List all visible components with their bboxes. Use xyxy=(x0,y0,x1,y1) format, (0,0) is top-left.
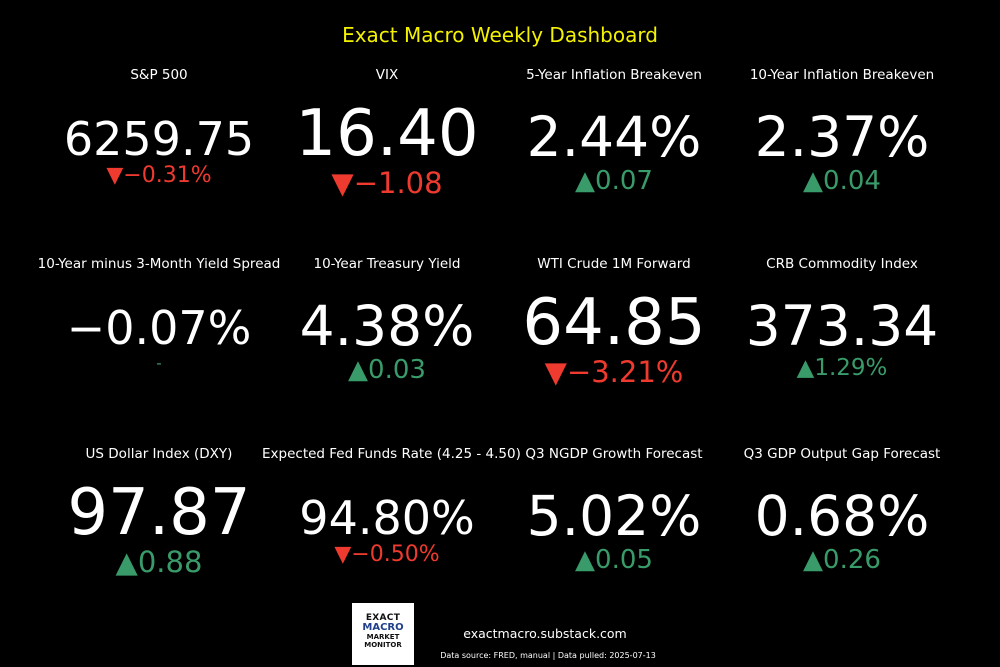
tile-value: −0.07% xyxy=(66,301,252,355)
tile-value: 4.38% xyxy=(299,294,475,358)
change-value: 0.03 xyxy=(368,355,426,385)
tile-change: ▲0.04 xyxy=(717,168,967,194)
tile-change: ▼−3.21% xyxy=(489,358,739,387)
up-arrow-icon: ▲ xyxy=(575,166,596,196)
change-value: −0.31% xyxy=(123,163,212,188)
tile-label: US Dollar Index (DXY) xyxy=(85,446,233,462)
tile-value: 5.02% xyxy=(526,484,702,548)
logo-line: EXACT xyxy=(365,613,401,623)
tile-change: ▼−0.50% xyxy=(262,544,512,566)
up-arrow-icon: ▲ xyxy=(803,545,824,575)
tile-change: ▲0.26 xyxy=(717,547,967,573)
dashboard-title: Exact Macro Weekly Dashboard xyxy=(342,23,658,47)
tile-value: 2.44% xyxy=(526,105,702,169)
down-arrow-icon: ▼ xyxy=(334,542,352,567)
change-value: 0.07 xyxy=(595,166,653,196)
tile-label: VIX xyxy=(375,67,399,83)
tile-label: Q3 NGDP Growth Forecast xyxy=(525,446,703,462)
tile-value: 6259.75 xyxy=(63,112,255,166)
logo-line: MARKET xyxy=(366,633,400,641)
up-arrow-icon: ▲ xyxy=(803,166,824,196)
tile-value: 94.80% xyxy=(299,491,475,545)
tile-change: ▲0.05 xyxy=(489,547,739,573)
tile-value: 64.85 xyxy=(522,286,706,360)
tile-label: 10-Year minus 3-Month Yield Spread xyxy=(37,256,281,272)
tile-change: ▼−1.08 xyxy=(262,169,512,198)
tile-label: 10-Year Inflation Breakeven xyxy=(749,67,935,83)
tile-value: 16.40 xyxy=(295,97,479,171)
tile-value: 2.37% xyxy=(754,105,930,169)
tile-change: ▲1.29% xyxy=(717,357,967,380)
up-arrow-icon: ▲ xyxy=(115,545,138,579)
tile-change: - xyxy=(34,356,284,371)
footer-data-source: Data source: FRED, manual | Data pulled:… xyxy=(440,651,656,660)
tile-label: S&P 500 xyxy=(130,67,188,83)
tile-label: 10-Year Treasury Yield xyxy=(313,256,461,272)
change-value: −1.08 xyxy=(353,166,443,200)
change-value: - xyxy=(156,354,162,372)
change-value: 0.26 xyxy=(823,545,881,575)
tile-change: ▲0.03 xyxy=(262,357,512,383)
change-value: −3.21% xyxy=(566,355,684,389)
tile-change: ▼−0.31% xyxy=(34,165,284,187)
tile-label: CRB Commodity Index xyxy=(766,256,918,272)
change-value: −0.50% xyxy=(351,542,440,567)
tile-label: 5-Year Inflation Breakeven xyxy=(526,67,702,83)
logo-line: MONITOR xyxy=(364,641,402,649)
tile-label: WTI Crude 1M Forward xyxy=(537,256,691,272)
up-arrow-icon: ▲ xyxy=(348,355,369,385)
tile-value: 0.68% xyxy=(754,484,930,548)
tile-label: Q3 GDP Output Gap Forecast xyxy=(743,446,941,462)
down-arrow-icon: ▼ xyxy=(331,166,354,200)
tile-value: 373.34 xyxy=(745,294,939,358)
change-value: 0.88 xyxy=(137,545,203,579)
logo-line: MACRO xyxy=(362,622,404,633)
tile-value: 97.87 xyxy=(67,476,251,550)
tile-change: ▲0.88 xyxy=(34,548,284,577)
exact-macro-logo: EXACT MACRO MARKET MONITOR xyxy=(352,603,414,665)
change-value: 1.29% xyxy=(814,355,888,381)
down-arrow-icon: ▼ xyxy=(544,355,567,389)
change-value: 0.04 xyxy=(823,166,881,196)
up-arrow-icon: ▲ xyxy=(575,545,596,575)
change-value: 0.05 xyxy=(595,545,653,575)
up-arrow-icon: ▲ xyxy=(796,355,815,381)
footer-url-link[interactable]: exactmacro.substack.com xyxy=(463,626,627,641)
tile-change: ▲0.07 xyxy=(489,168,739,194)
down-arrow-icon: ▼ xyxy=(106,163,124,188)
tile-label: Expected Fed Funds Rate (4.25 - 4.50) xyxy=(262,446,521,462)
